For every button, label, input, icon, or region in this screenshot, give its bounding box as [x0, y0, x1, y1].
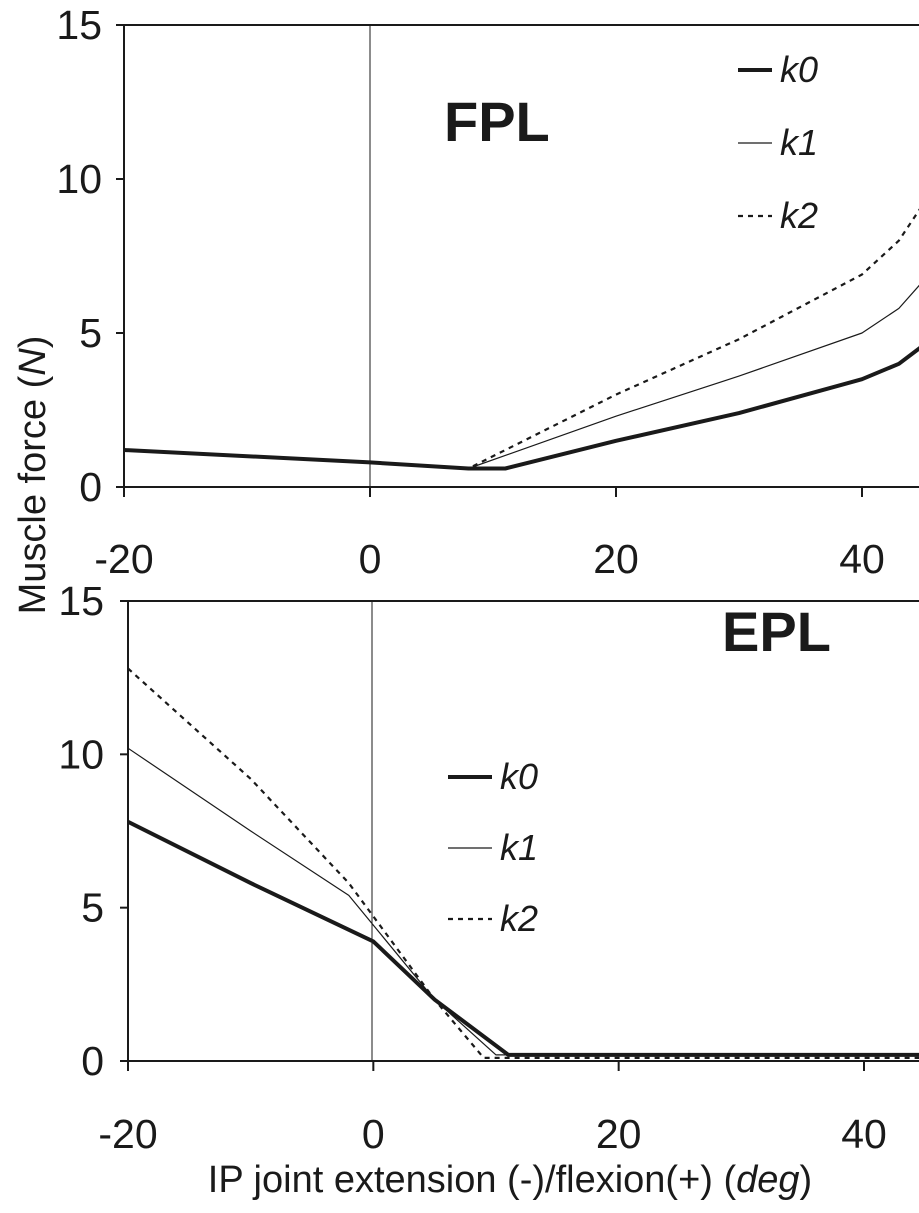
fpl-panel: -20 0 20 40 0 5 10 15 FPL k0 k1 k2 — [56, 2, 919, 582]
epl-legend: k0 k1 k2 — [448, 756, 538, 939]
fpl-ytick-label: 15 — [56, 2, 102, 48]
epl-panel: -20 0 20 40 0 5 10 15 EPL k0 k1 k2 — [58, 578, 919, 1157]
x-axis-title: IP joint extension (-)/flexion(+) (deg) — [208, 1159, 812, 1201]
epl-ytick-label: 0 — [81, 1038, 104, 1084]
fpl-series-k1-line — [124, 284, 919, 470]
epl-plot-frame — [127, 600, 919, 1062]
y-axis-title-unit: N — [12, 348, 54, 376]
fpl-ticks: -20 0 20 40 0 5 10 15 — [56, 2, 884, 582]
epl-legend-label-k1: k1 — [500, 827, 538, 868]
epl-legend-label-k2: k2 — [500, 898, 538, 939]
epl-ticks: -20 0 20 40 0 5 10 15 — [58, 578, 886, 1157]
fpl-legend: k0 k1 k2 — [738, 49, 818, 236]
fpl-xtick-label: 40 — [839, 536, 885, 582]
epl-series-k2-line — [128, 667, 919, 1060]
fpl-legend-label-k0: k0 — [780, 49, 818, 90]
epl-xtick-label: 20 — [596, 1111, 642, 1157]
y-axis-title: Muscle force (N) — [12, 336, 54, 615]
epl-series — [128, 667, 919, 1060]
fpl-series — [124, 208, 919, 471]
x-axis-title-unit: deg — [736, 1159, 799, 1201]
fpl-panel-label: FPL — [444, 90, 550, 153]
epl-legend-label-k0: k0 — [500, 756, 538, 797]
fpl-ytick-label: 0 — [79, 464, 102, 510]
fpl-xtick-label: 20 — [593, 536, 639, 582]
epl-xtick-label: 40 — [841, 1111, 887, 1157]
y-axis-title-text: Muscle force ( — [12, 375, 54, 614]
epl-xtick-label: -20 — [98, 1111, 157, 1157]
epl-ytick-label: 15 — [58, 578, 104, 624]
epl-panel-label: EPL — [722, 600, 831, 663]
fpl-series-k2-line — [124, 208, 919, 470]
x-axis-title-close: ) — [800, 1159, 813, 1201]
y-axis-title-close: ) — [12, 336, 54, 349]
fpl-plot-frame — [123, 24, 919, 488]
epl-ytick-label: 10 — [58, 731, 104, 777]
fpl-xtick-label: -20 — [94, 536, 153, 582]
epl-xtick-label: 0 — [362, 1111, 385, 1157]
epl-ytick-label: 5 — [81, 885, 104, 931]
fpl-xtick-label: 0 — [359, 536, 382, 582]
fpl-ytick-label: 10 — [56, 156, 102, 202]
fpl-legend-label-k2: k2 — [780, 195, 818, 236]
fpl-ytick-label: 5 — [79, 310, 102, 356]
x-axis-title-text: IP joint extension (-)/flexion(+) ( — [208, 1159, 737, 1201]
fpl-legend-label-k1: k1 — [780, 122, 818, 163]
